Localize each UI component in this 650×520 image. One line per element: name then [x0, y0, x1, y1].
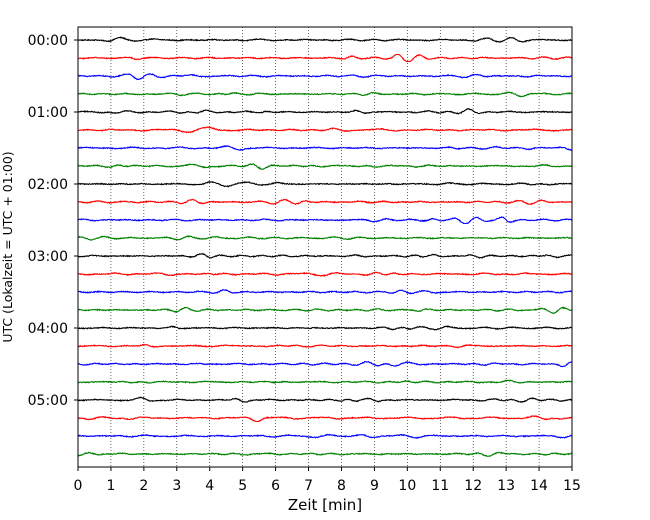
seismogram-traces: [77, 36, 573, 458]
trace-line: [77, 360, 573, 368]
y-tick-label: 01:00: [28, 105, 68, 121]
trace-line: [77, 180, 573, 188]
trace-line: [77, 288, 573, 295]
x-axis-ticks: 0 1 2 3 4 5 6 7 8 9 10 11 12 13 14 15: [74, 467, 581, 494]
x-tick-label: 11: [431, 478, 449, 494]
y-tick-label: 04:00: [28, 321, 68, 337]
x-tick-label: 14: [530, 478, 548, 494]
trace-line: [77, 379, 573, 384]
trace-line: [77, 396, 573, 404]
x-tick-label: 5: [238, 478, 247, 494]
x-tick-label: 9: [370, 478, 379, 494]
x-tick-label: 8: [337, 478, 346, 494]
y-tick-label: 02:00: [28, 177, 68, 193]
x-axis-label: Zeit [min]: [288, 496, 362, 514]
trace-line: [77, 73, 573, 81]
x-tick-label: 0: [74, 478, 83, 494]
plot-background: [78, 27, 572, 467]
trace-line: [77, 451, 573, 458]
x-tick-label: 15: [563, 478, 581, 494]
trace-line: [77, 252, 573, 259]
trace-line: [77, 306, 573, 314]
y-tick-label: 05:00: [28, 393, 68, 409]
x-tick-label: 12: [464, 478, 482, 494]
y-tick-label: 03:00: [28, 249, 68, 265]
trace-line: [77, 163, 573, 170]
trace-line: [77, 216, 573, 225]
trace-line: [77, 53, 573, 63]
trace-line: [77, 107, 573, 115]
y-axis-ticks: 00:00 01:00 02:00 03:00 04:00 05:00: [28, 33, 78, 409]
x-tick-label: 2: [139, 478, 148, 494]
x-tick-label: 7: [304, 478, 313, 494]
y-tick-label: 00:00: [28, 33, 68, 49]
trace-line: [77, 325, 573, 331]
trace-line: [77, 343, 573, 349]
trace-line: [77, 235, 573, 241]
trace-line: [77, 433, 573, 439]
trace-line: [77, 145, 573, 152]
x-tick-label: 3: [172, 478, 181, 494]
x-tick-label: 1: [106, 478, 115, 494]
y-axis-label: UTC (Lokalzeit = UTC + 01:00): [0, 151, 15, 342]
vertical-gridlines: [110, 27, 540, 467]
trace-line: [77, 126, 573, 134]
x-tick-label: 6: [271, 478, 280, 494]
trace-line: [77, 271, 573, 278]
trace-line: [77, 91, 573, 98]
trace-line: [77, 198, 573, 206]
trace-line: [77, 36, 573, 43]
x-tick-label: 4: [205, 478, 214, 494]
plot-frame: [77, 26, 573, 468]
trace-line: [77, 415, 573, 423]
x-tick-label: 13: [497, 478, 515, 494]
x-tick-label: 10: [398, 478, 416, 494]
